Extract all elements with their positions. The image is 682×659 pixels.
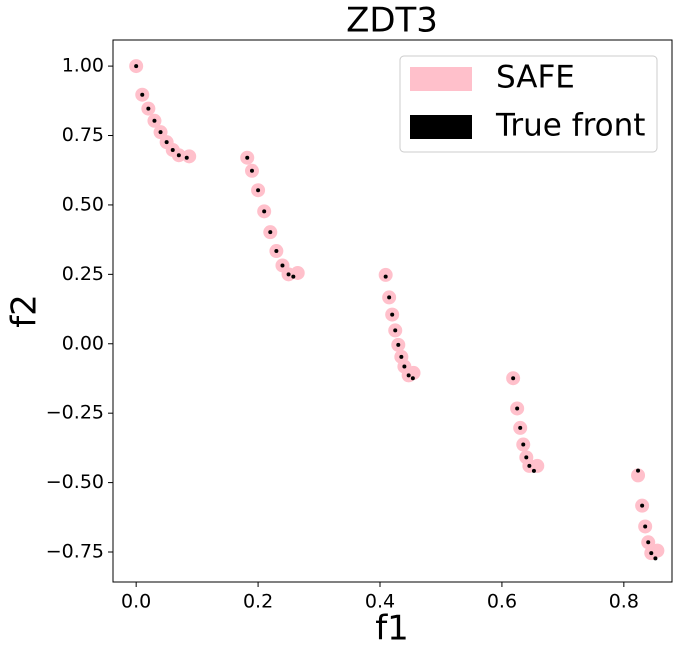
point	[524, 455, 529, 460]
plot-frame	[112, 39, 673, 583]
point	[521, 442, 526, 447]
point	[134, 64, 139, 69]
point	[399, 354, 404, 359]
point	[245, 155, 250, 160]
point	[653, 556, 658, 561]
point	[387, 295, 392, 300]
chart-title: ZDT3	[346, 1, 438, 41]
y-tick-label: 0.50	[62, 193, 104, 215]
point	[396, 342, 401, 347]
point	[650, 543, 665, 558]
point	[406, 373, 411, 378]
point	[280, 263, 285, 268]
point	[383, 274, 388, 279]
legend-label: True front	[495, 108, 645, 144]
point	[636, 468, 641, 473]
y-tick-label: 0.75	[62, 124, 104, 146]
x-tick-label: 0.8	[609, 591, 639, 613]
y-tick-label: −0.25	[46, 402, 104, 424]
point	[511, 376, 516, 381]
legend-swatch	[410, 67, 472, 91]
point	[262, 209, 267, 214]
point	[531, 468, 536, 473]
point	[274, 249, 279, 254]
point	[390, 312, 395, 317]
y-axis-label: f2	[5, 294, 45, 328]
point	[176, 153, 181, 158]
point	[649, 551, 654, 556]
point	[268, 230, 273, 235]
point	[140, 92, 145, 97]
point	[286, 272, 291, 277]
x-tick-label: 0.2	[243, 591, 273, 613]
point	[410, 376, 415, 381]
y-tick-label: 0.00	[62, 332, 104, 354]
point	[515, 406, 520, 411]
x-tick-label: 0.4	[365, 591, 395, 613]
point	[646, 540, 651, 545]
point	[158, 130, 163, 135]
point	[527, 463, 532, 468]
x-tick-label: 0.6	[487, 591, 517, 613]
point	[291, 274, 296, 279]
point	[393, 328, 398, 333]
x-axis-label: f1	[375, 609, 409, 649]
point	[249, 168, 254, 173]
point	[182, 149, 197, 164]
y-tick-label: 0.25	[62, 263, 104, 285]
y-tick-label: −0.75	[46, 541, 104, 563]
point	[640, 503, 645, 508]
y-tick-label: −0.50	[46, 471, 104, 493]
point	[152, 118, 157, 123]
point	[146, 106, 151, 111]
point	[402, 364, 407, 369]
x-tick-label: 0.0	[121, 591, 151, 613]
point	[631, 468, 646, 483]
legend-swatch	[410, 115, 472, 139]
point	[170, 147, 175, 152]
legend-label: SAFE	[496, 60, 575, 96]
y-tick-label: 1.00	[62, 55, 104, 77]
point	[164, 140, 169, 145]
point	[184, 155, 189, 160]
point	[256, 188, 261, 193]
point	[643, 524, 648, 529]
point	[518, 425, 523, 430]
